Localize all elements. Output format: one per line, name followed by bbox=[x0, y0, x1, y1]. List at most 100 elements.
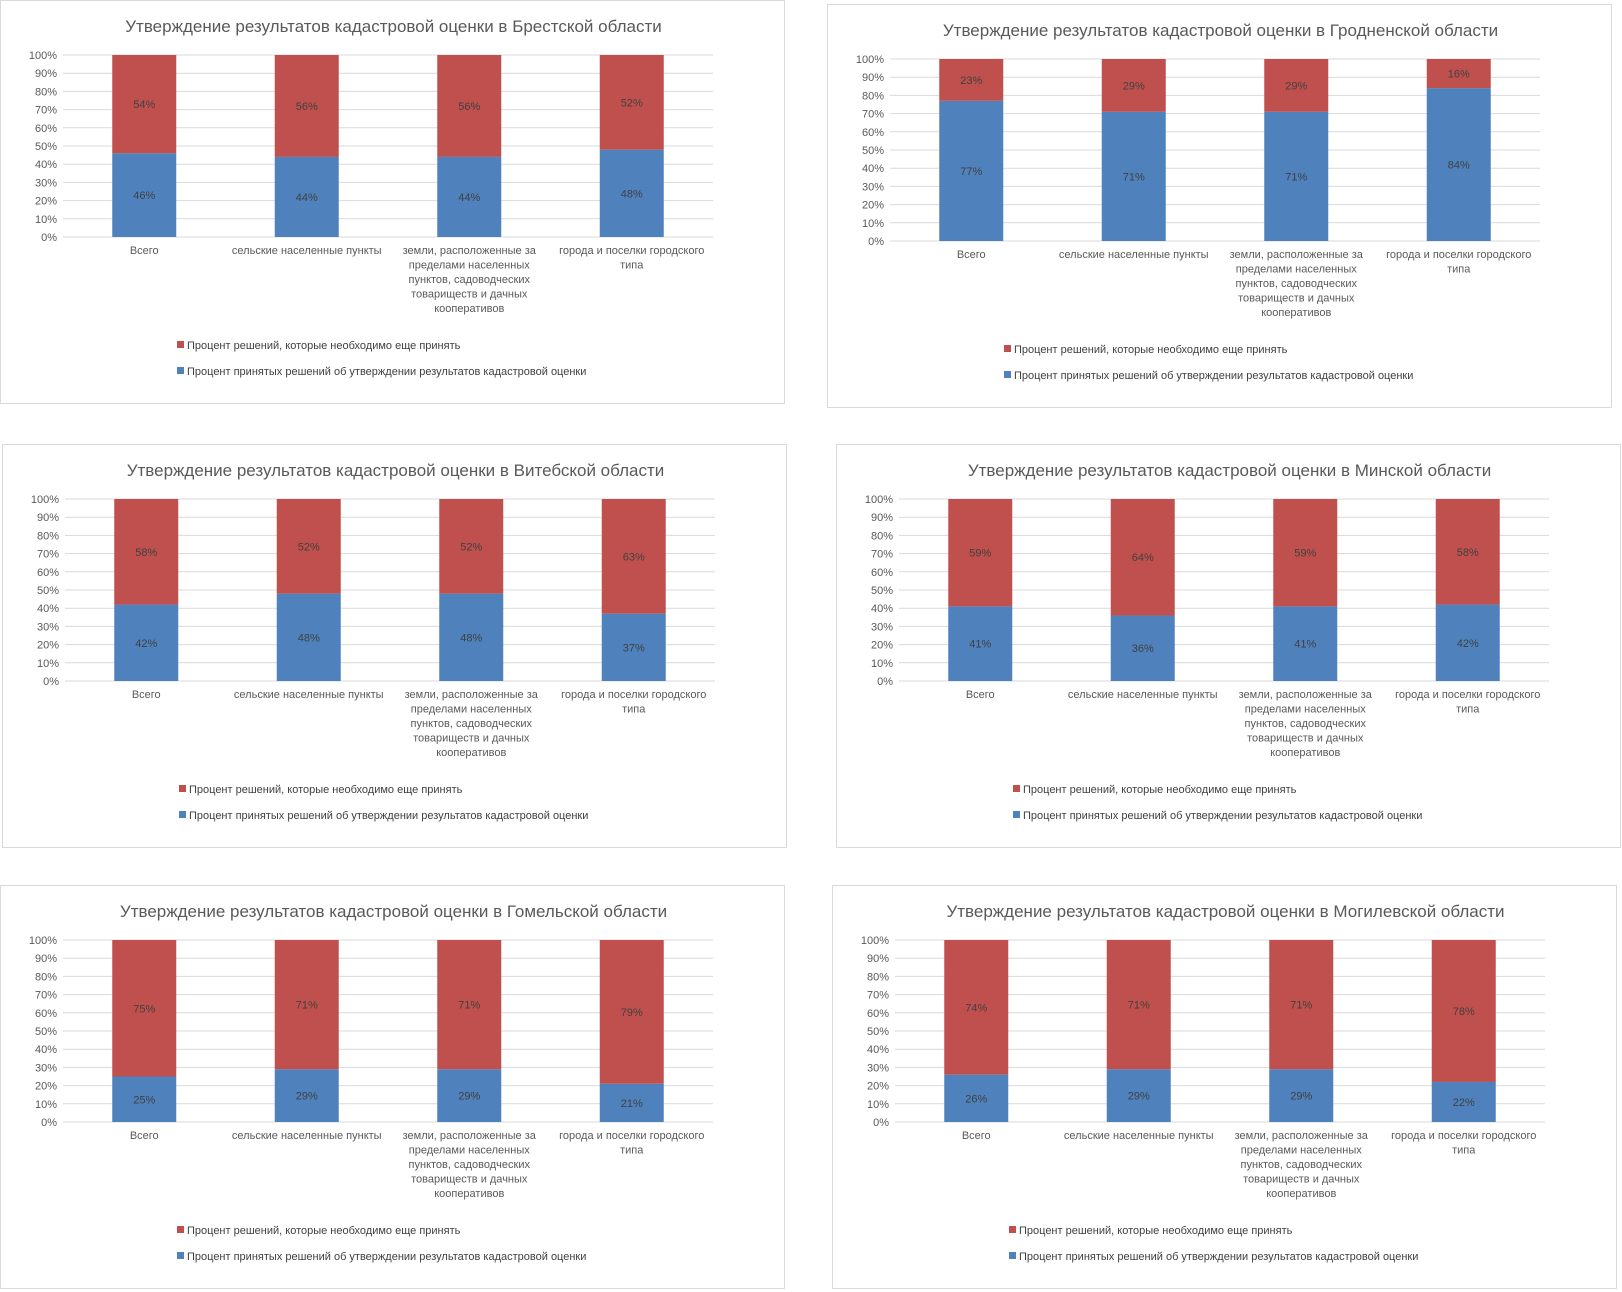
bar-segment bbox=[274, 1069, 339, 1122]
data-label: 48% bbox=[460, 632, 482, 644]
x-category-label: Всего bbox=[966, 689, 995, 701]
x-category-label: города и поселки городского типа bbox=[561, 689, 706, 716]
bar-segment bbox=[274, 940, 339, 1070]
legend-label-decided: Процент принятых решений об утверждении … bbox=[1014, 370, 1413, 382]
y-tick-label: 80% bbox=[35, 971, 57, 983]
bar-segment bbox=[948, 606, 1013, 681]
data-label: 25% bbox=[133, 1094, 155, 1106]
x-category-label-line: пределами населенных bbox=[1241, 1145, 1362, 1157]
x-category-label-line: пределами населенных bbox=[411, 704, 532, 716]
bar-segment bbox=[939, 100, 1004, 241]
y-tick-label: 30% bbox=[871, 621, 893, 633]
legend-swatch-decided bbox=[177, 367, 184, 374]
x-category-label-line: города и поселки городского bbox=[1391, 1130, 1536, 1142]
x-category-label-line: пунктов, садоводческих bbox=[1245, 718, 1367, 730]
data-label: 84% bbox=[1448, 160, 1470, 172]
x-category-label: Всего bbox=[962, 1130, 991, 1142]
bar-segment bbox=[948, 499, 1013, 607]
y-tick-label: 0% bbox=[41, 232, 57, 244]
legend-swatch-remaining bbox=[1004, 345, 1011, 352]
bar-segment bbox=[1106, 940, 1171, 1070]
x-category-label-line: сельские населенные пункты bbox=[1064, 1130, 1214, 1142]
data-label: 16% bbox=[1448, 69, 1470, 81]
y-tick-label: 30% bbox=[35, 1062, 57, 1074]
legend-label-remaining: Процент решений, которые необходимо еще … bbox=[189, 784, 463, 796]
x-category-label: Всего bbox=[130, 1130, 159, 1142]
y-tick-label: 50% bbox=[37, 585, 59, 597]
x-category-label-line: типа bbox=[622, 704, 646, 716]
data-label: 26% bbox=[965, 1093, 987, 1105]
y-tick-label: 10% bbox=[862, 218, 884, 230]
chart-title: Утверждение результатов кадастровой оцен… bbox=[946, 902, 1504, 921]
x-category-label-line: земли, расположенные за bbox=[1239, 689, 1373, 701]
y-tick-label: 100% bbox=[29, 50, 57, 62]
x-category-label: города и поселки городского типа bbox=[559, 245, 704, 272]
y-tick-label: 90% bbox=[35, 953, 57, 965]
bar-segment bbox=[276, 499, 341, 594]
bar-segment bbox=[1264, 111, 1329, 241]
legend-label-remaining: Процент решений, которые необходимо еще … bbox=[1014, 344, 1288, 356]
data-label: 54% bbox=[133, 99, 155, 111]
bar-segment bbox=[112, 153, 177, 237]
bar-segment bbox=[939, 59, 1004, 101]
bar-segment bbox=[601, 499, 666, 614]
y-tick-label: 0% bbox=[873, 1117, 889, 1129]
data-label: 52% bbox=[621, 97, 643, 109]
x-category-label: земли, расположенные за пределами населен… bbox=[403, 1130, 537, 1200]
y-tick-label: 30% bbox=[862, 181, 884, 193]
legend-label-decided: Процент принятых решений об утверждении … bbox=[187, 1251, 586, 1263]
chart-panel-vitebsk: Утверждение результатов кадастровой оцен… bbox=[2, 444, 787, 848]
x-category-label: сельские населенные пункты bbox=[232, 245, 382, 257]
x-category-label-line: Всего bbox=[962, 1130, 991, 1142]
bar-segment bbox=[1435, 604, 1500, 681]
x-category-label: сельские населенные пункты bbox=[234, 689, 384, 701]
legend-swatch-decided bbox=[1009, 1252, 1016, 1259]
data-label: 52% bbox=[298, 541, 320, 553]
bar-segment bbox=[1110, 615, 1175, 681]
data-label: 44% bbox=[296, 192, 318, 204]
y-tick-label: 100% bbox=[29, 935, 57, 947]
bar-segment bbox=[112, 55, 177, 154]
legend-swatch-remaining bbox=[177, 1226, 184, 1233]
y-tick-label: 20% bbox=[37, 640, 59, 652]
x-category-label-line: пунктов, садоводческих bbox=[409, 1159, 531, 1171]
x-category-label-line: пределами населенных bbox=[409, 1145, 530, 1157]
x-category-label-line: Всего bbox=[966, 689, 995, 701]
x-category-label: Всего bbox=[957, 249, 986, 261]
y-tick-label: 50% bbox=[871, 585, 893, 597]
x-category-label-line: кооперативов bbox=[1261, 307, 1331, 319]
legend-label-remaining: Процент решений, которые необходимо еще … bbox=[1019, 1225, 1293, 1237]
bar-segment bbox=[1273, 606, 1338, 681]
x-category-label-line: Всего bbox=[132, 689, 161, 701]
x-category-label-line: кооперативов bbox=[434, 1188, 504, 1200]
bar-segment bbox=[1273, 499, 1338, 607]
legend-swatch-decided bbox=[177, 1252, 184, 1259]
data-label: 71% bbox=[296, 1000, 318, 1012]
x-category-label-line: земли, расположенные за bbox=[1230, 249, 1364, 261]
x-category-label-line: пунктов, садоводческих bbox=[1241, 1159, 1363, 1171]
data-label: 29% bbox=[1290, 1091, 1312, 1103]
x-category-label-line: товариществ и дачных bbox=[1238, 293, 1355, 305]
chart-panel-mogilev: Утверждение результатов кадастровой оцен… bbox=[832, 885, 1617, 1289]
y-tick-label: 40% bbox=[37, 603, 59, 615]
chart-svg: Утверждение результатов кадастровой оцен… bbox=[29, 17, 713, 378]
chart-panel-grodno: Утверждение результатов кадастровой оцен… bbox=[827, 4, 1612, 408]
data-label: 77% bbox=[960, 166, 982, 178]
y-tick-label: 60% bbox=[35, 123, 57, 135]
x-category-label-line: товариществ и дачных bbox=[411, 289, 528, 301]
y-tick-label: 0% bbox=[868, 236, 884, 248]
data-label: 42% bbox=[1457, 638, 1479, 650]
y-tick-label: 10% bbox=[35, 214, 57, 226]
chart-title: Утверждение результатов кадастровой оцен… bbox=[968, 461, 1491, 480]
legend-label-decided: Процент принятых решений об утверждении … bbox=[1023, 810, 1422, 822]
y-tick-label: 70% bbox=[862, 109, 884, 121]
x-category-label: земли, расположенные за пределами населен… bbox=[405, 689, 539, 759]
x-category-label: города и поселки городского типа bbox=[559, 1130, 704, 1157]
x-category-label-line: пунктов, садоводческих bbox=[1236, 278, 1358, 290]
bar-segment bbox=[1106, 1069, 1171, 1122]
y-tick-label: 70% bbox=[871, 549, 893, 561]
x-category-label-line: города и поселки городского bbox=[1386, 249, 1531, 261]
x-category-label: Всего bbox=[130, 245, 159, 257]
y-tick-label: 10% bbox=[871, 658, 893, 670]
x-category-label-line: типа bbox=[1447, 264, 1471, 276]
